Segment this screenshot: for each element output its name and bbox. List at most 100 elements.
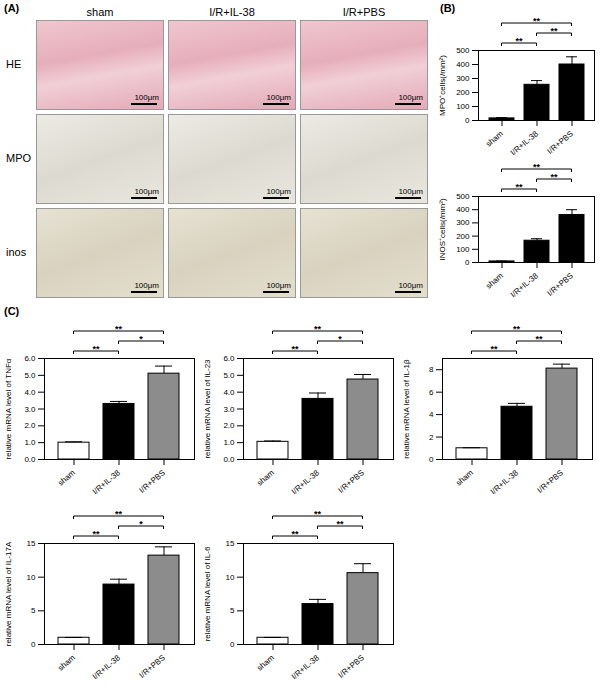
svg-text:0.0: 0.0	[24, 455, 36, 464]
svg-text:I/R+PBS: I/R+PBS	[137, 653, 166, 680]
svg-text:2: 2	[429, 433, 434, 442]
svg-text:5.0: 5.0	[223, 371, 235, 380]
svg-text:relative mRNA level of IL-23: relative mRNA level of IL-23	[203, 359, 212, 459]
svg-text:INOS⁺cells(/mm²): INOS⁺cells(/mm²)	[438, 198, 447, 260]
svg-text:*: *	[338, 334, 342, 344]
svg-text:5.0: 5.0	[24, 371, 36, 380]
svg-text:**: **	[291, 529, 299, 539]
svg-text:100: 100	[456, 102, 470, 111]
svg-text:I/R+IL-38: I/R+IL-38	[290, 653, 322, 682]
svg-text:**: **	[314, 509, 322, 519]
svg-text:I/R+PBS: I/R+PBS	[535, 468, 564, 495]
html-text:100μm: 100μm	[134, 93, 159, 102]
svg-text:300: 300	[456, 218, 470, 227]
svg-text:relative mRNA level of IL-6: relative mRNA level of IL-6	[203, 546, 212, 641]
svg-text:**: **	[336, 519, 344, 529]
html-text:I/R+IL-38: I/R+IL-38	[209, 6, 255, 18]
svg-text:6: 6	[429, 388, 434, 397]
html-text:inos: inos	[6, 246, 27, 258]
svg-text:MPO⁺cells(/mm²): MPO⁺cells(/mm²)	[438, 55, 447, 116]
svg-text:relative mRNA level of IL-1β: relative mRNA level of IL-1β	[402, 359, 411, 459]
svg-text:8: 8	[429, 365, 434, 374]
html-text:(C): (C)	[4, 305, 20, 317]
svg-text:0: 0	[31, 640, 36, 649]
svg-text:2.0: 2.0	[223, 421, 235, 430]
svg-text:100: 100	[456, 245, 470, 254]
svg-text:**: **	[291, 344, 299, 354]
html-text:I/R+PBS: I/R+PBS	[342, 6, 386, 18]
svg-text:15: 15	[27, 539, 36, 548]
svg-text:**: **	[535, 334, 543, 344]
svg-text:**: **	[550, 172, 558, 182]
svg-text:500: 500	[456, 192, 470, 201]
svg-text:I/R+PBS: I/R+PBS	[137, 468, 166, 495]
svg-text:400: 400	[456, 205, 470, 214]
svg-text:0: 0	[465, 258, 470, 267]
svg-text:0: 0	[230, 640, 235, 649]
html-text:(A): (A)	[4, 2, 20, 14]
svg-text:**: **	[533, 16, 541, 26]
svg-text:I/R+IL-38: I/R+IL-38	[91, 653, 123, 682]
svg-text:0.0: 0.0	[223, 455, 235, 464]
svg-text:*: *	[139, 334, 143, 344]
svg-text:sham: sham	[484, 129, 505, 149]
svg-text:**: **	[314, 324, 322, 334]
svg-text:**: **	[115, 509, 123, 519]
svg-text:I/R+PBS: I/R+PBS	[336, 468, 365, 495]
svg-text:15: 15	[226, 539, 235, 548]
svg-text:1.0: 1.0	[24, 438, 36, 447]
svg-text:5: 5	[230, 606, 235, 615]
svg-text:4: 4	[429, 410, 434, 419]
svg-text:**: **	[533, 162, 541, 172]
svg-text:0: 0	[465, 116, 470, 125]
svg-text:relative mRNA level of IL-17A: relative mRNA level of IL-17A	[4, 541, 13, 646]
svg-text:4.0: 4.0	[24, 388, 36, 397]
svg-text:**: **	[115, 324, 123, 334]
svg-text:relative mRNA level of TNFα: relative mRNA level of TNFα	[4, 358, 13, 459]
svg-text:3.0: 3.0	[24, 405, 36, 414]
svg-text:200: 200	[456, 232, 470, 241]
svg-text:I/R+IL-38: I/R+IL-38	[509, 129, 541, 158]
svg-text:I/R+IL-38: I/R+IL-38	[290, 468, 322, 497]
svg-text:200: 200	[456, 88, 470, 97]
svg-text:I/R+PBS: I/R+PBS	[545, 271, 574, 298]
svg-text:**: **	[513, 324, 521, 334]
html-text:HE: HE	[6, 58, 22, 70]
svg-text:**: **	[515, 182, 523, 192]
svg-text:1.0: 1.0	[223, 438, 235, 447]
svg-text:sham: sham	[255, 653, 276, 673]
svg-text:**: **	[92, 529, 100, 539]
svg-text:0: 0	[429, 455, 434, 464]
svg-text:sham: sham	[484, 271, 505, 291]
svg-text:I/R+IL-38: I/R+IL-38	[509, 271, 541, 300]
svg-text:6.0: 6.0	[24, 354, 36, 363]
svg-text:I/R+IL-38: I/R+IL-38	[91, 468, 123, 497]
svg-text:500: 500	[456, 46, 470, 55]
svg-text:**: **	[550, 26, 558, 36]
html-text:100μm: 100μm	[398, 93, 423, 102]
svg-text:400: 400	[456, 60, 470, 69]
svg-text:sham: sham	[56, 468, 77, 488]
html-text:sham: sham	[86, 6, 114, 18]
svg-text:2.0: 2.0	[24, 421, 36, 430]
svg-text:I/R+PBS: I/R+PBS	[336, 653, 365, 680]
svg-text:5: 5	[31, 606, 36, 615]
html-text:(B): (B)	[440, 2, 456, 14]
svg-text:6.0: 6.0	[223, 354, 235, 363]
svg-text:**: **	[490, 344, 498, 354]
svg-text:300: 300	[456, 74, 470, 83]
html-text:100μm: 100μm	[266, 93, 291, 102]
svg-text:I/R+PBS: I/R+PBS	[545, 129, 574, 156]
svg-text:sham: sham	[255, 468, 276, 488]
svg-text:sham: sham	[454, 468, 475, 488]
svg-text:10: 10	[27, 573, 36, 582]
svg-text:sham: sham	[56, 653, 77, 673]
svg-text:3.0: 3.0	[223, 405, 235, 414]
svg-text:I/R+IL-38: I/R+IL-38	[489, 468, 521, 497]
svg-text:10: 10	[226, 573, 235, 582]
svg-text:*: *	[139, 519, 143, 529]
svg-text:**: **	[515, 36, 523, 46]
svg-text:**: **	[92, 344, 100, 354]
html-text:MPO: MPO	[6, 152, 32, 164]
svg-text:4.0: 4.0	[223, 388, 235, 397]
